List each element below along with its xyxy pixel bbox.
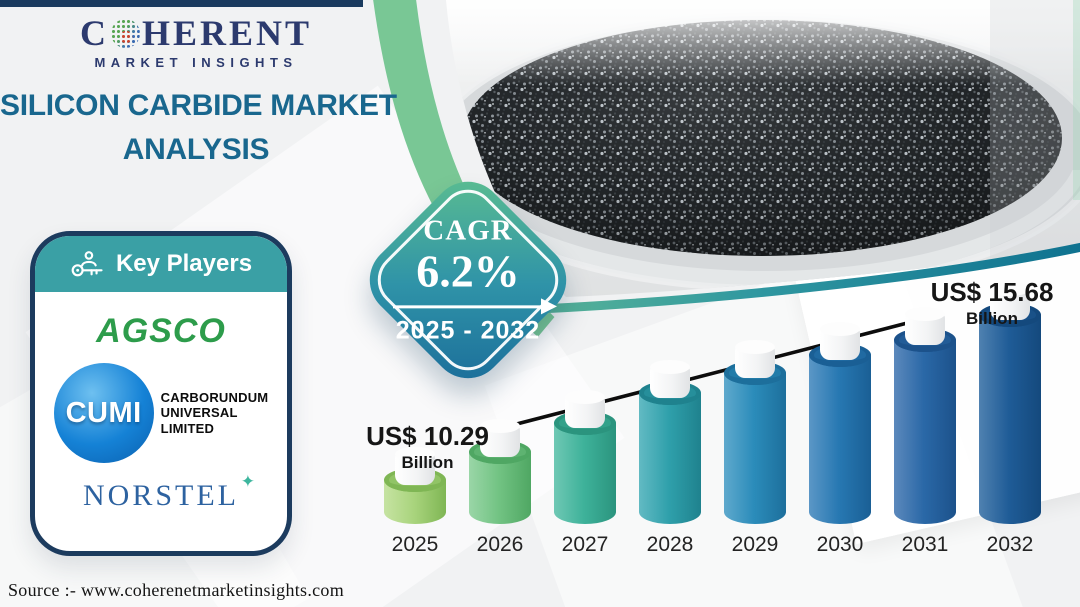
bar-year-label: 2025 [391,533,439,556]
bar-year-label: 2026 [476,533,524,556]
end-value-label: US$ 15.68 Billion [930,277,1054,328]
key-players-header: Key Players [35,236,287,292]
bar-2026: 2026 [469,410,531,557]
cumi-description: CARBORUNDUM UNIVERSAL LIMITED [160,389,269,436]
source-text: Source :- www.coherenetmarketinsights.co… [8,580,345,600]
bar-year-label: 2031 [901,533,949,556]
bar-2028: 2028 [639,351,701,557]
bar-cylinder [724,331,786,524]
brand-logo-tagline: MARKET INSIGHTS [94,54,298,70]
bar-year-label: 2027 [561,533,609,556]
page-title: SILICON CARBIDE MARKET ANALYSIS [0,84,397,171]
company-logo-norstel: NORSTEL ✦ [83,472,255,512]
page-title-line2: ANALYSIS [122,132,270,166]
bar-cylinder [554,381,616,524]
key-players-title: Key Players [115,250,253,277]
logo-text-part1: C [79,13,109,53]
key-players-card: Key Players AGSCO CUMI CARBORUNDUM UNIVE… [30,231,292,556]
bar-cylinder [469,410,531,524]
page-title-line1: SILICON CARBIDE MARKET [0,89,397,122]
bar-year-label: 2030 [816,533,864,556]
bar-2029: 2029 [724,331,786,557]
bar-cylinder [894,298,956,524]
brand-logo-wordmark: C HERENT [0,13,392,54]
logo-text-part2: HERENT [141,13,313,53]
bar-2025: 2025 [384,438,446,557]
bar-2030: 2030 [809,313,871,557]
globe-dot-icon [110,19,140,48]
bar-year-label: 2028 [646,533,694,556]
cagr-content: CAGR 6.2% 2025 - 2032 [363,214,573,345]
bar-2027: 2027 [554,381,616,557]
bar-year-label: 2032 [986,533,1034,556]
bar-cylinder [384,438,446,524]
sparkle-icon: ✦ [240,472,255,491]
bar-cylinder [809,313,871,524]
bar-year-label: 2029 [731,533,779,556]
start-value-label: US$ 10.29 Billion [366,421,489,472]
key-person-icon [71,251,103,277]
brand-logo: C HERENT MARKET INSIGHTS [0,13,392,70]
company-logo-agsco: AGSCO [96,312,226,350]
bar-2031: 2031 [894,298,956,557]
cagr-badge: CAGR 6.2% 2025 - 2032 [354,166,582,394]
cagr-period: 2025 - 2032 [395,316,541,345]
top-navy-strip [0,0,363,7]
cagr-arrow-icon [393,298,557,315]
cagr-label: CAGR [423,214,513,247]
cagr-value: 6.2% [416,245,520,297]
company-logo-cumi: CUMI CARBORUNDUM UNIVERSAL LIMITED [53,363,269,463]
bar-cylinder [639,351,701,524]
right-edge-green-strip [1073,0,1080,200]
cumi-circle-badge: CUMI [53,363,154,463]
